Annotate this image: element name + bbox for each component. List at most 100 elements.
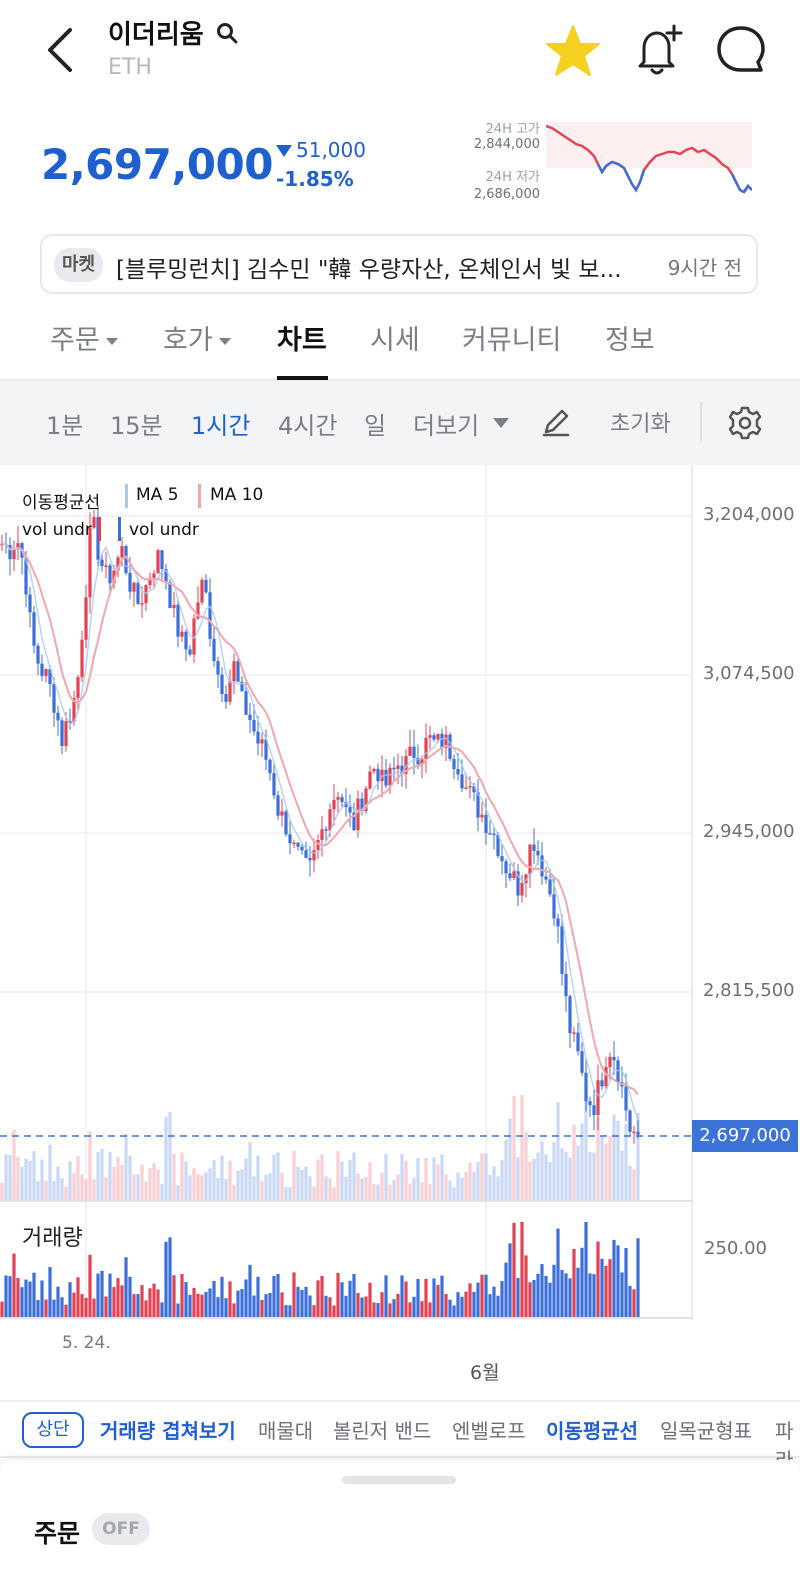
interval-15m[interactable]: 15분: [110, 412, 163, 440]
indicator-envelope[interactable]: 엔벨로프: [452, 1419, 526, 1443]
sheet-drag-handle[interactable]: [342, 1476, 456, 1484]
pencil-icon[interactable]: [540, 406, 572, 438]
high-24h-label: 24H 고가: [485, 122, 540, 137]
chat-bubble-icon[interactable]: [715, 24, 767, 76]
overlay-volume-bar: [256, 1155, 260, 1200]
candle-body: [176, 604, 180, 637]
candle-body: [496, 834, 500, 857]
volume-bar: [328, 1297, 332, 1317]
candle-body: [432, 735, 436, 740]
candle-body: [28, 594, 32, 613]
overlay-volume-bar: [564, 1151, 568, 1200]
volume-bar: [588, 1273, 592, 1317]
indicator-volume-profile[interactable]: 매물대: [258, 1419, 314, 1443]
candle-body: [124, 546, 128, 573]
volume-bar: [560, 1269, 564, 1317]
overlay-volume-bar: [280, 1172, 284, 1200]
candle-body: [200, 579, 204, 603]
overlay-volume-bar: [440, 1154, 444, 1200]
indicator-bollinger[interactable]: 볼린저 밴드: [333, 1419, 432, 1443]
volume-bar: [488, 1294, 492, 1317]
overlay-volume-bar: [384, 1153, 388, 1200]
overlay-volume-bar: [508, 1118, 512, 1200]
interval-4h[interactable]: 4시간: [278, 412, 338, 440]
overlay-volume-bar: [248, 1142, 252, 1200]
overlay-volume-bar: [568, 1157, 572, 1200]
volume-bar: [532, 1279, 536, 1317]
price-chart[interactable]: [0, 465, 800, 1390]
volume-bar: [452, 1305, 456, 1317]
tab-orderbook[interactable]: 호가: [163, 318, 231, 357]
overlay-volume-bar: [240, 1169, 244, 1200]
overlay-volume-bar: [144, 1181, 148, 1200]
volume-bar: [276, 1274, 280, 1317]
overlay-volume-bar: [260, 1181, 264, 1200]
bell-plus-icon[interactable]: [630, 22, 686, 78]
volume-bar: [92, 1298, 96, 1317]
candle-body: [512, 871, 516, 879]
overlay-volume-bar: [380, 1172, 384, 1200]
overlay-volume-bar: [620, 1150, 624, 1200]
volume-bar: [404, 1281, 408, 1317]
candle-body: [344, 801, 348, 808]
volume-bar: [196, 1293, 200, 1317]
tab-market-price[interactable]: 시세: [370, 325, 420, 356]
indicator-moving-average[interactable]: 이동평균선: [546, 1419, 638, 1443]
interval-more-button[interactable]: 더보기: [413, 412, 480, 440]
candle-body: [140, 603, 144, 605]
candle-body: [428, 735, 432, 738]
tab-chart[interactable]: 차트: [277, 325, 327, 356]
candle-body: [292, 842, 296, 845]
volume-bar: [376, 1302, 380, 1317]
reset-button[interactable]: 초기화: [610, 412, 671, 437]
news-headline[interactable]: [블루밍런치] 김수민 "韓 우량자산, 온체인서 빛 보...: [116, 257, 622, 283]
overlay-volume-bar: [184, 1161, 188, 1200]
indicator-position-top-button[interactable]: 상단: [22, 1412, 84, 1448]
chart-toolbar: [0, 381, 800, 465]
volume-bar: [524, 1255, 528, 1317]
volume-bar: [40, 1280, 44, 1317]
volume-bar: [32, 1272, 36, 1317]
candle-body: [32, 612, 36, 646]
tab-info[interactable]: 정보: [605, 325, 655, 356]
gear-icon[interactable]: [726, 404, 764, 442]
overlay-volume-bar: [492, 1166, 496, 1200]
interval-1h[interactable]: 1시간: [191, 412, 251, 440]
interval-day[interactable]: 일: [364, 412, 387, 440]
overlay-volume-bar: [296, 1166, 300, 1200]
tab-order[interactable]: 주문: [50, 318, 118, 357]
candle-body: [68, 721, 72, 723]
candle-body: [356, 798, 360, 831]
news-ticker[interactable]: 마켓 [블루밍런치] 김수민 "韓 우량자산, 온체인서 빛 보... 9시간 …: [40, 234, 758, 294]
volume-bar: [184, 1282, 188, 1317]
overlay-volume-bar: [180, 1152, 184, 1200]
candle-body: [464, 787, 468, 789]
candle-body: [472, 786, 476, 793]
volume-bar: [428, 1302, 432, 1317]
mini-price-chart: [546, 122, 752, 194]
indicator-volume-overlay[interactable]: 거래량 겹쳐보기: [100, 1419, 236, 1443]
search-icon[interactable]: [214, 20, 240, 46]
candle-body: [604, 1067, 608, 1087]
volume-bar: [480, 1274, 484, 1317]
volume-bar: [616, 1245, 620, 1317]
overlay-volume-bars: [0, 1095, 640, 1200]
volume-bar: [472, 1291, 476, 1317]
volume-bar: [292, 1272, 296, 1317]
back-button[interactable]: [40, 22, 84, 78]
volume-bar: [436, 1284, 440, 1317]
interval-1m[interactable]: 1분: [46, 412, 84, 440]
volume-bar: [212, 1280, 216, 1317]
candle-body: [348, 807, 352, 813]
volume-bar: [252, 1295, 256, 1317]
candle-body: [136, 582, 140, 604]
star-icon[interactable]: [545, 24, 601, 78]
candle-body: [120, 546, 124, 558]
tab-community[interactable]: 커뮤니티: [462, 325, 562, 356]
candle-body: [540, 855, 544, 877]
overlay-volume-bar: [372, 1183, 376, 1200]
coin-name[interactable]: 이더리움: [108, 20, 204, 50]
candle-body: [108, 565, 112, 584]
order-toggle[interactable]: OFF: [92, 1513, 150, 1545]
indicator-ichimoku[interactable]: 일목균형표: [660, 1419, 752, 1443]
